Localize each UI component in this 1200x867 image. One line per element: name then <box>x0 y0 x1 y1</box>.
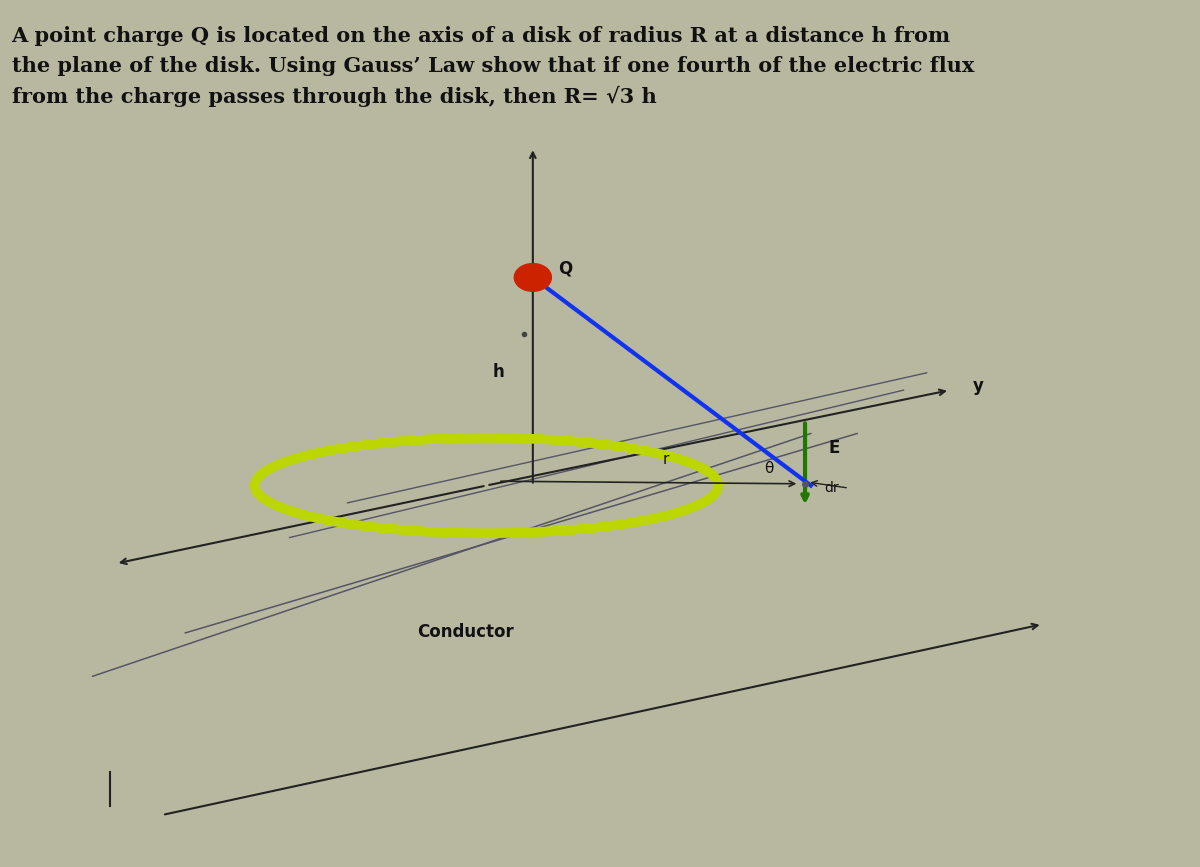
Text: Q: Q <box>558 260 572 278</box>
Circle shape <box>515 264 551 291</box>
Text: dr: dr <box>824 480 839 494</box>
Text: Conductor: Conductor <box>416 623 514 642</box>
Text: y: y <box>973 377 984 394</box>
Text: h: h <box>492 363 504 381</box>
Text: E: E <box>828 439 840 457</box>
Text: A point charge Q is located on the axis of a disk of radius R at a distance h fr: A point charge Q is located on the axis … <box>12 26 974 107</box>
Text: r: r <box>662 452 668 466</box>
Text: θ: θ <box>764 460 774 475</box>
